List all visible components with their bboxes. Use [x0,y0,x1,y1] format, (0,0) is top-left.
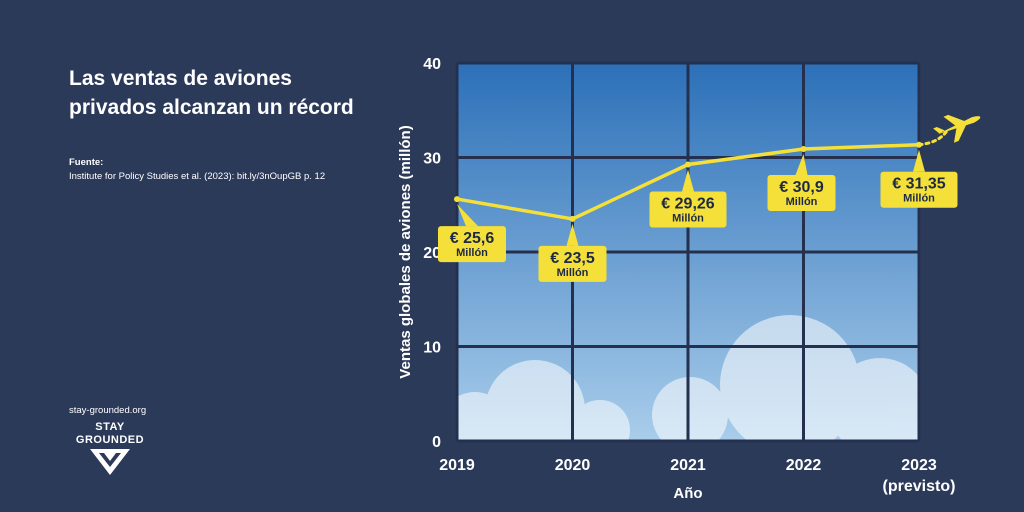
data-label-box [438,226,506,263]
data-label-pointer [795,153,808,175]
source-note: Fuente: Institute for Policy Studies et … [69,156,369,184]
x-axis-ticks: 2019 2020 2021 2022 2023 (previsto) [439,457,955,495]
source-text: Institute for Policy Studies et al. (202… [69,171,326,182]
data-label-box [649,191,727,228]
y-tick-label: 20 [423,245,441,262]
airplane-icon [933,114,981,143]
data-label-value: € 31,35 [892,176,945,193]
source-label: Fuente: [69,157,104,168]
data-label-unit: Millón [903,193,935,205]
data-point [916,141,922,148]
series-forecast-trail [917,129,949,147]
data-label-pointer [457,204,478,227]
data-label-box [767,174,836,211]
data-label-unit: Millón [672,212,704,224]
data-label-pointer [566,223,579,246]
x-tick-label: 2022 [786,457,822,474]
data-label-value: € 25,6 [450,230,495,247]
x-tick-label: 2019 [439,457,475,474]
logo-line-2: GROUNDED [75,434,145,446]
y-tick-label: 10 [423,340,441,357]
data-point [685,161,691,168]
logo-line-1: STAY [95,421,125,433]
data-label-pointer [913,149,925,172]
data-label-box [538,245,607,282]
y-axis-ticks: 0 10 20 30 40 [423,56,441,451]
y-axis-label: Ventas globales de aviones (millón) [397,125,414,378]
x-tick-label: 2020 [555,457,591,474]
data-label-value: € 30,9 [779,179,824,196]
y-tick-label: 30 [423,151,441,168]
chevron-down-icon [90,449,130,475]
stay-grounded-logo: STAY GROUNDED [69,421,151,475]
data-point [569,215,576,222]
x-tick-sublabel: (previsto) [883,478,956,495]
data-label-box [880,171,958,208]
y-tick-label: 40 [423,56,441,73]
data-label-unit: Millón [456,247,488,259]
data-label-unit: Millón [557,267,589,279]
x-axis-label: Año [673,485,702,502]
data-point [800,145,807,152]
x-tick-label: 2023 [901,457,937,474]
y-tick-label: 0 [432,434,441,451]
data-point [454,196,460,203]
data-label-value: € 29,26 [661,195,714,212]
data-label-value: € 23,5 [550,250,595,267]
chart-title: Las ventas de aviones privados alcanzan … [69,67,354,119]
series-line-group [454,129,949,222]
data-label-unit: Millón [786,196,818,208]
footer-url: stay-grounded.org [69,405,147,416]
data-label-pointer [682,169,694,192]
x-tick-label: 2021 [670,457,706,474]
